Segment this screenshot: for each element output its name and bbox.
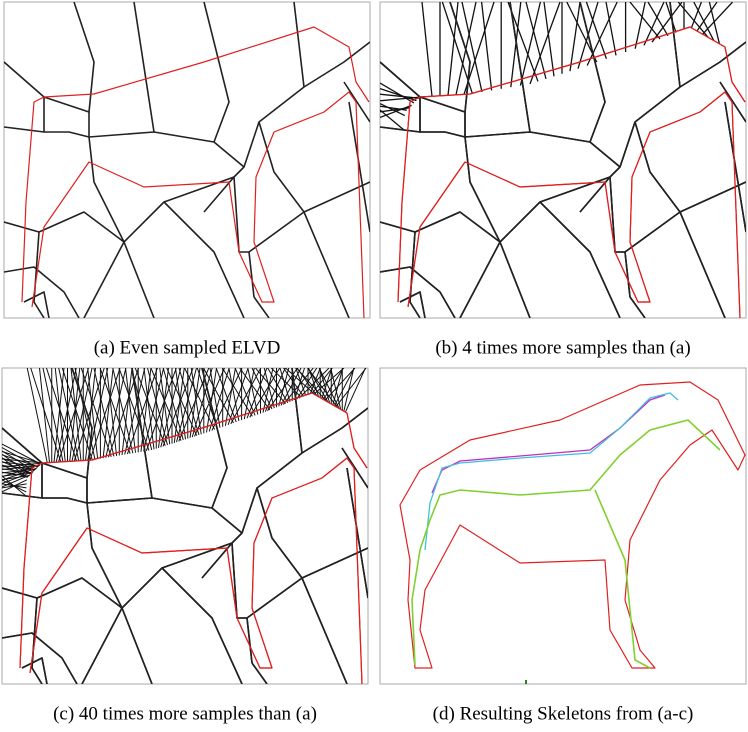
- caption: (b) 4 times more samples than (a): [435, 337, 690, 358]
- figure: (a) Even sampled ELVD (b) 4 times more s…: [0, 0, 748, 732]
- caption: (d) Resulting Skeletons from (a-c): [433, 703, 694, 724]
- panel-frame: [380, 368, 746, 684]
- panel-d: [380, 368, 746, 684]
- panel-frame: [4, 2, 370, 318]
- panel-frame: [2, 368, 368, 684]
- panel-a: [4, 2, 370, 318]
- caption: (c) 40 times more samples than (a): [53, 703, 317, 724]
- panel-frame: [380, 2, 746, 318]
- panel-b: [380, 2, 746, 318]
- caption: (a) Even sampled ELVD: [94, 337, 281, 358]
- panel-c: [2, 368, 368, 684]
- page: (a) Even sampled ELVD (b) 4 times more s…: [0, 0, 748, 732]
